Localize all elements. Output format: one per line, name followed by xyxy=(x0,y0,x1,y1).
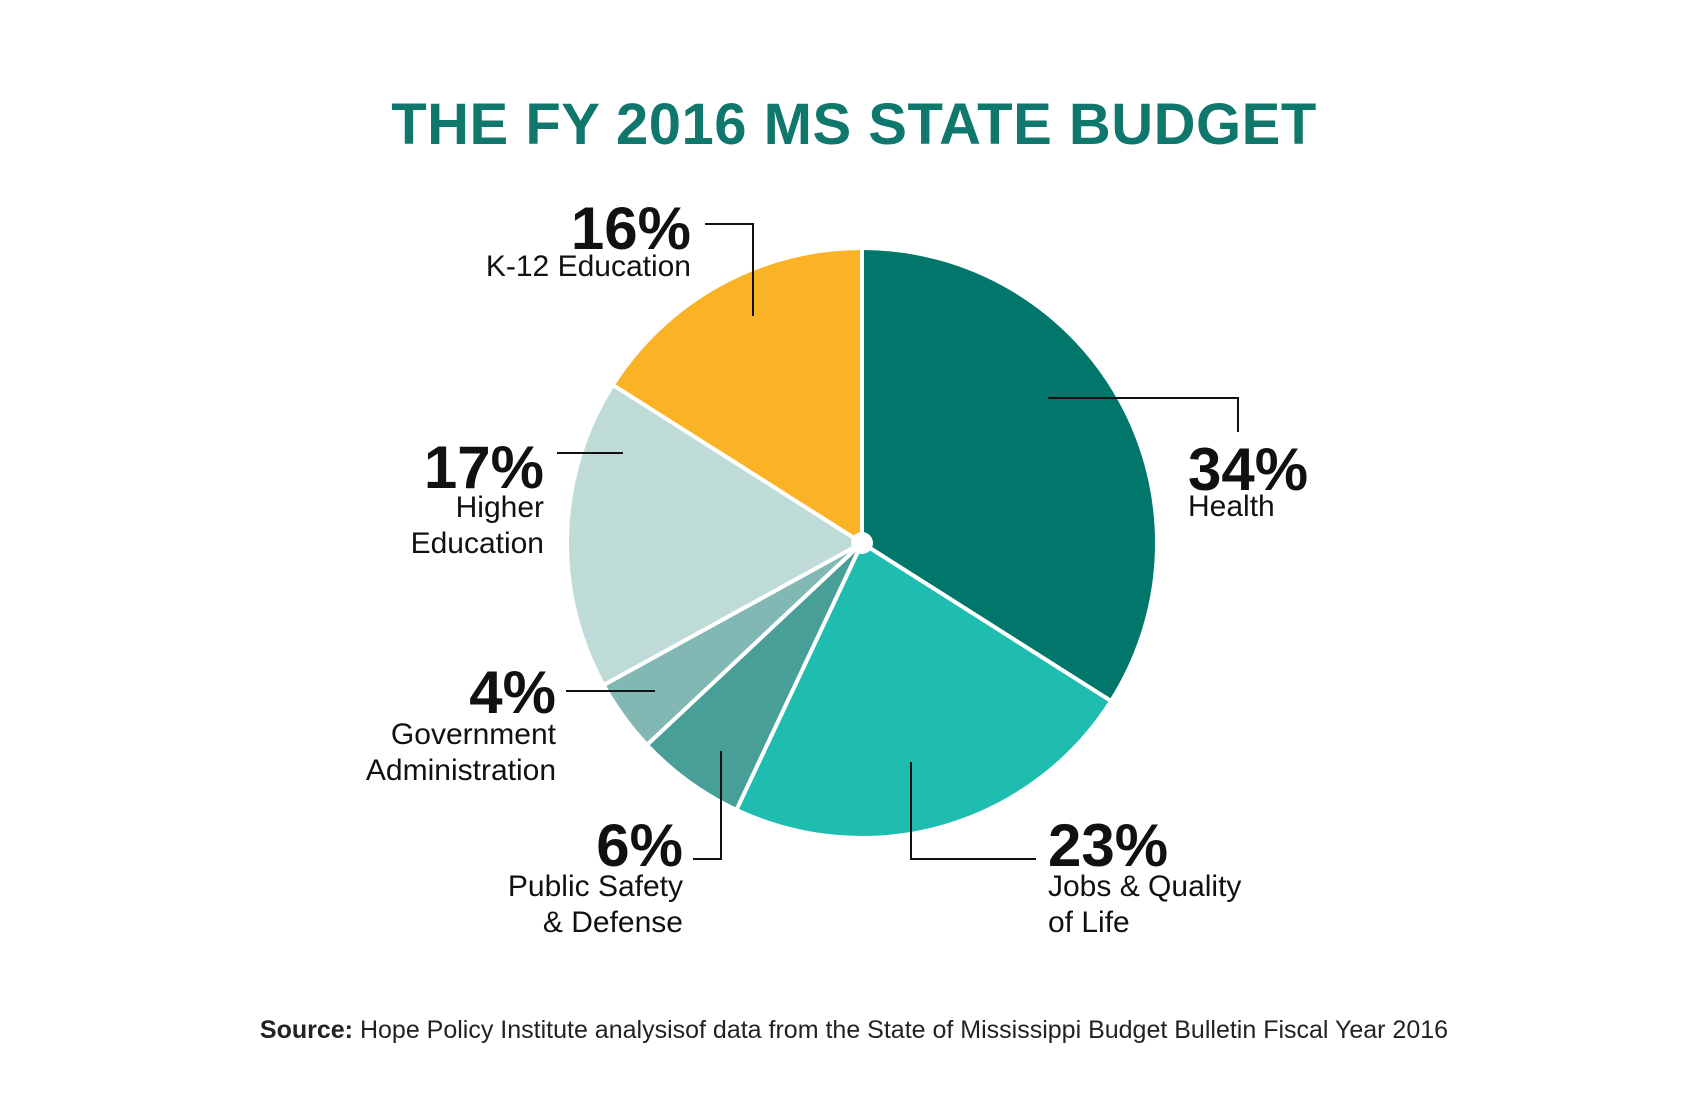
category-label-jobs-and-quality-of-life-line-2: of Life xyxy=(1048,906,1130,939)
value-label-public-safety-and-defense: 6% xyxy=(596,812,683,879)
source-text: Hope Policy Institute analysisof data fr… xyxy=(353,1016,1449,1044)
leader-line-public-safety-and-defense xyxy=(693,751,722,860)
category-label-jobs-and-quality-of-life: Jobs & Quality xyxy=(1048,870,1241,903)
value-label-higher-education: 17% xyxy=(424,434,544,501)
leader-line-health xyxy=(1048,397,1239,432)
category-label-higher-education: Higher xyxy=(456,491,544,524)
pie-slices xyxy=(565,246,1160,840)
value-label-jobs-and-quality-of-life: 23% xyxy=(1048,812,1168,879)
leader-lines xyxy=(557,223,1239,860)
slice-k-12-education xyxy=(610,246,864,545)
source-key: Source: xyxy=(259,1016,354,1044)
slice-higher-education xyxy=(565,382,864,688)
category-label-higher-education-line-2: Education xyxy=(411,527,544,560)
category-label-k-12-education: K-12 Education xyxy=(486,250,691,283)
category-label-health: Health xyxy=(1188,490,1275,523)
value-label-government-administration: 4% xyxy=(469,659,556,726)
source-note: Source: Hope Policy Institute analysisof… xyxy=(0,1016,1708,1045)
category-label-public-safety-and-defense: Public Safety xyxy=(508,870,683,903)
slice-jobs-and-quality-of-life xyxy=(734,541,1114,840)
value-label-k-12-education: 16% xyxy=(571,195,691,262)
leader-line-jobs-and-quality-of-life xyxy=(910,762,1036,860)
center-dot xyxy=(851,532,873,554)
category-label-government-administration: Government xyxy=(391,718,557,751)
category-label-government-administration-line-2: Administration xyxy=(366,754,556,787)
leader-line-k-12-education xyxy=(705,223,754,316)
value-label-health: 34% xyxy=(1188,436,1308,503)
chart-title: THE FY 2016 MS STATE BUDGET xyxy=(391,92,1317,157)
category-label-public-safety-and-defense-line-2: & Defense xyxy=(543,906,683,939)
